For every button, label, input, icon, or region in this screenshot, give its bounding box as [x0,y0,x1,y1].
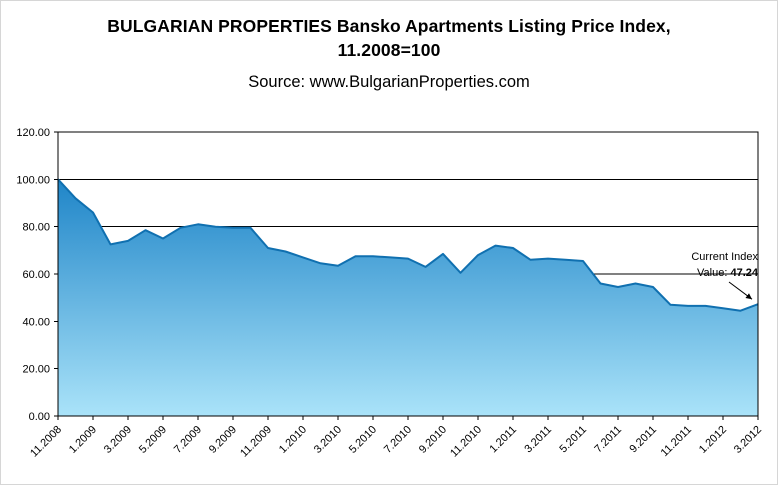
index-line-series [57,178,759,312]
x-axis-tick-label: 3.2009 [102,424,134,456]
x-axis-tick-label: 1.2012 [697,424,729,456]
x-axis-tick-label: 5.2009 [137,424,169,456]
x-axis-tick-label: 9.2011 [627,424,659,456]
x-axis-tick-label: 1.2011 [487,424,519,456]
y-axis-tick-label: 60.00 [22,269,50,281]
x-axis-tick-label: 3.2011 [522,424,554,456]
annotation-current-index-label: Current Index [691,251,758,263]
x-axis-tick-label: 9.2009 [207,424,239,456]
x-axis-tick-label: 11.2011 [659,424,694,459]
x-axis-tick-label: 5.2011 [557,424,589,456]
y-axis-tick-label: 80.00 [22,222,50,234]
y-axis-tick-label: 40.00 [22,316,50,328]
x-axis-tick-label: 7.2009 [172,424,204,456]
index-area-series [58,179,758,416]
x-axis-tick-label: 5.2010 [347,424,379,456]
y-axis-tick-label: 0.00 [29,411,50,423]
annotation-current-index-value: Value: 47.24 [697,267,759,279]
chart-title-line-1: BULGARIAN PROPERTIES Bansko Apartments L… [107,16,671,36]
x-axis-tick-label: 9.2010 [417,424,449,456]
x-axis-tick-label: 1.2009 [67,424,99,456]
y-axis-tick-label: 100.00 [16,174,50,186]
x-axis-tick-label: 3.2010 [312,424,344,456]
x-axis-tick-label: 3.2012 [732,424,764,456]
chart-title-line-2: 11.2008=100 [337,40,441,60]
annotation-arrow [728,281,753,300]
x-axis-tick-label: 7.2010 [382,424,414,456]
x-axis-tick-label: 11.2010 [448,424,484,460]
chart-title: BULGARIAN PROPERTIES Bansko Apartments L… [1,14,777,62]
x-axis-tick-label: 11.2009 [238,424,274,460]
x-axis-tick-label: 11.2008 [28,424,64,460]
y-axis-tick-label: 120.00 [16,127,50,139]
y-axis-tick-label: 20.00 [22,364,50,376]
price-index-chart: 0.00 20.00 40.00 60.00 80.00 100.00 120.00 11.2… [16,127,764,460]
x-axis-tick-label: 1.2010 [277,424,309,456]
chart-source: Source: www.BulgarianProperties.com [248,73,530,91]
x-axis-tick-label: 7.2011 [592,424,624,456]
